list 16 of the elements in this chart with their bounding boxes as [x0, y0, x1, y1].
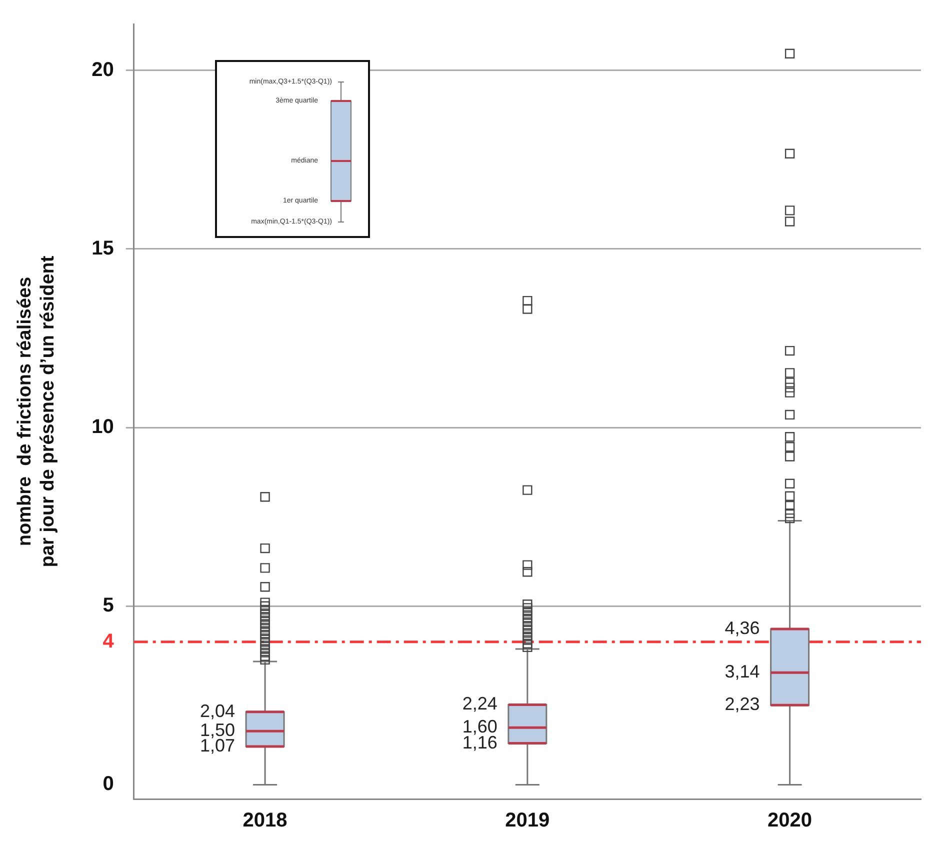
y-tick-label: 20 — [92, 58, 114, 81]
x-tick-label: 2019 — [505, 810, 550, 832]
y-tick-label: 15 — [92, 238, 114, 260]
y-tick-label: 10 — [92, 416, 114, 438]
x-tick-label: 2018 — [242, 810, 288, 832]
y-axis-title: nombre de frictions réalisées par jour de présence d’un résident — [14, 255, 58, 568]
annotation: 1,60 — [462, 716, 498, 737]
ref-line-label: 4 — [102, 630, 115, 652]
annotation: 2,04 — [200, 700, 236, 721]
y-tick-label: 5 — [102, 594, 114, 617]
annotation: 2,23 — [724, 694, 760, 714]
annotation: 3,14 — [724, 662, 760, 682]
annotation: 2,24 — [462, 694, 498, 714]
y-tick-label: 0 — [102, 773, 114, 796]
x-tick-label: 2020 — [768, 810, 812, 832]
annotation: 4,36 — [724, 618, 760, 638]
